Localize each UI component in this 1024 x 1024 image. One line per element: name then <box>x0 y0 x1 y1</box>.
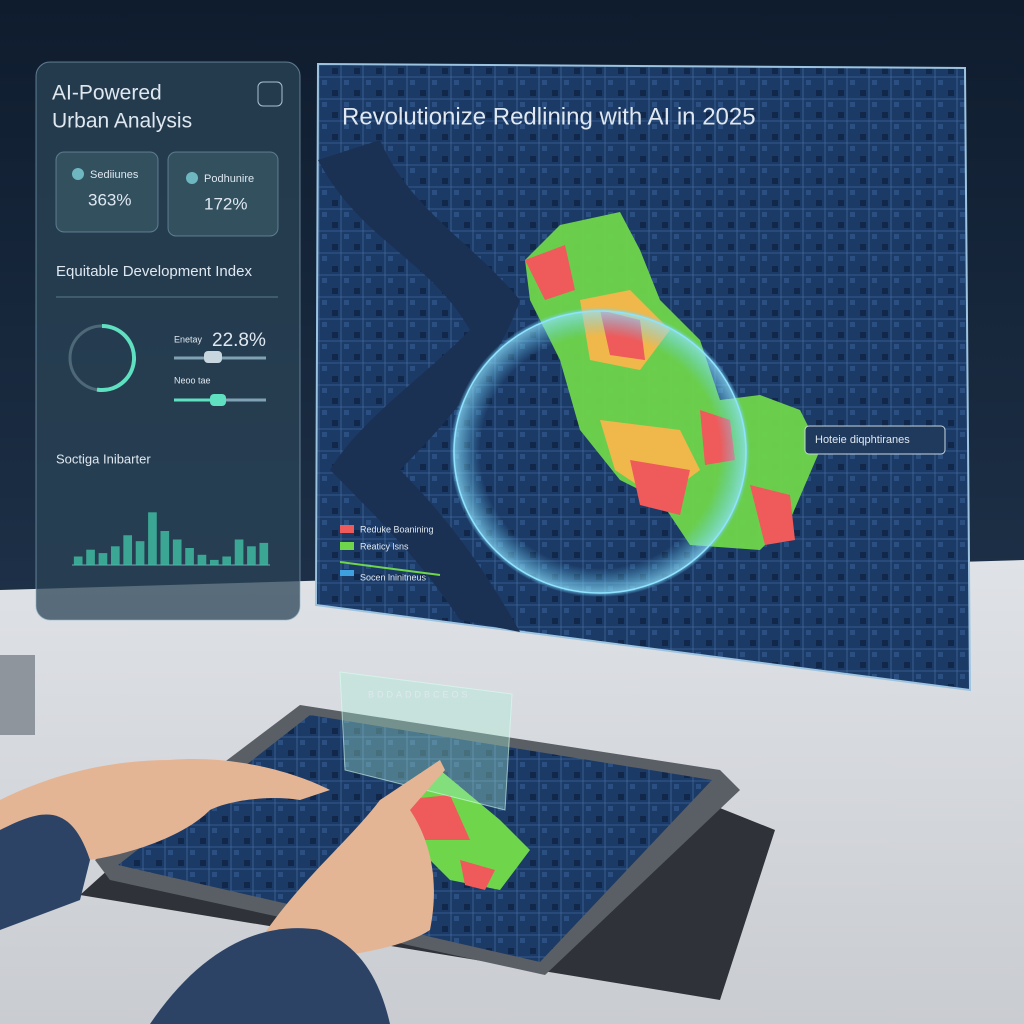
heat-zone <box>750 485 795 545</box>
hands <box>0 759 445 1024</box>
chart-title: Soctiga Inibarter <box>56 451 151 466</box>
bar <box>185 548 194 565</box>
bar <box>259 542 269 565</box>
map-panel: Revolutionize Redlining with AI in 2025 … <box>314 62 972 692</box>
bar <box>86 549 95 565</box>
callout <box>804 425 946 455</box>
map-title: Revolutionize Redlining with AI in 2025 <box>342 103 756 130</box>
bar <box>110 546 120 565</box>
heat-zone <box>460 860 495 890</box>
device <box>0 655 35 735</box>
legend-label: Reduke Boanining <box>360 524 434 534</box>
legend-swatch <box>340 525 354 533</box>
panel-title: Urban Analysis <box>52 110 192 133</box>
icon-button[interactable] <box>257 81 283 107</box>
slider-thumb[interactable] <box>204 351 222 363</box>
callout-text: Hoteie diqphtiranes <box>815 434 910 446</box>
stat-dot <box>186 172 198 184</box>
slider-label: Neoo tae <box>174 375 211 385</box>
hologram-text: BDDADDBCEOS <box>368 689 471 699</box>
legend-swatch <box>340 570 354 576</box>
bar <box>123 535 133 565</box>
legend-swatch <box>340 542 354 550</box>
bar <box>234 539 244 565</box>
stat-label: Sediiunes <box>90 169 139 181</box>
stat-value: 363% <box>88 190 131 209</box>
panel-title: AI-Powered <box>52 82 162 105</box>
bar <box>73 556 83 565</box>
slider-thumb[interactable] <box>210 394 226 406</box>
bar <box>98 553 108 565</box>
bar <box>148 512 157 565</box>
focus-ring <box>453 310 747 594</box>
focus-ring <box>450 307 750 597</box>
sleeve <box>150 928 390 1024</box>
bar <box>160 531 170 565</box>
legend-label: Reaticy lsns <box>360 541 409 551</box>
bar <box>209 559 219 565</box>
stat-card <box>167 151 279 237</box>
legend-line <box>339 561 441 576</box>
slider-value: 22.8% <box>212 330 266 351</box>
mini-chart <box>72 512 270 566</box>
bar <box>247 546 256 565</box>
bar <box>172 539 182 565</box>
slider-label: Enetay <box>174 334 203 344</box>
legend-label: Socen lninitneus <box>360 572 427 582</box>
heat-zone <box>525 245 575 300</box>
bar <box>135 541 145 565</box>
sleeve <box>0 814 90 930</box>
hand <box>0 759 330 900</box>
left-panel: AI-Powered Urban Analysis Sediiunes 363%… <box>35 61 301 621</box>
stat-label: Podhunire <box>204 173 254 185</box>
hand <box>260 760 445 960</box>
hologram-card <box>339 671 513 811</box>
stat-dot <box>72 168 84 180</box>
bar <box>197 554 207 565</box>
bar <box>222 556 232 565</box>
stat-value: 172% <box>204 194 247 213</box>
gauge-arc <box>96 324 137 392</box>
river <box>318 140 520 632</box>
section-title: Equitable Development Index <box>56 263 252 280</box>
